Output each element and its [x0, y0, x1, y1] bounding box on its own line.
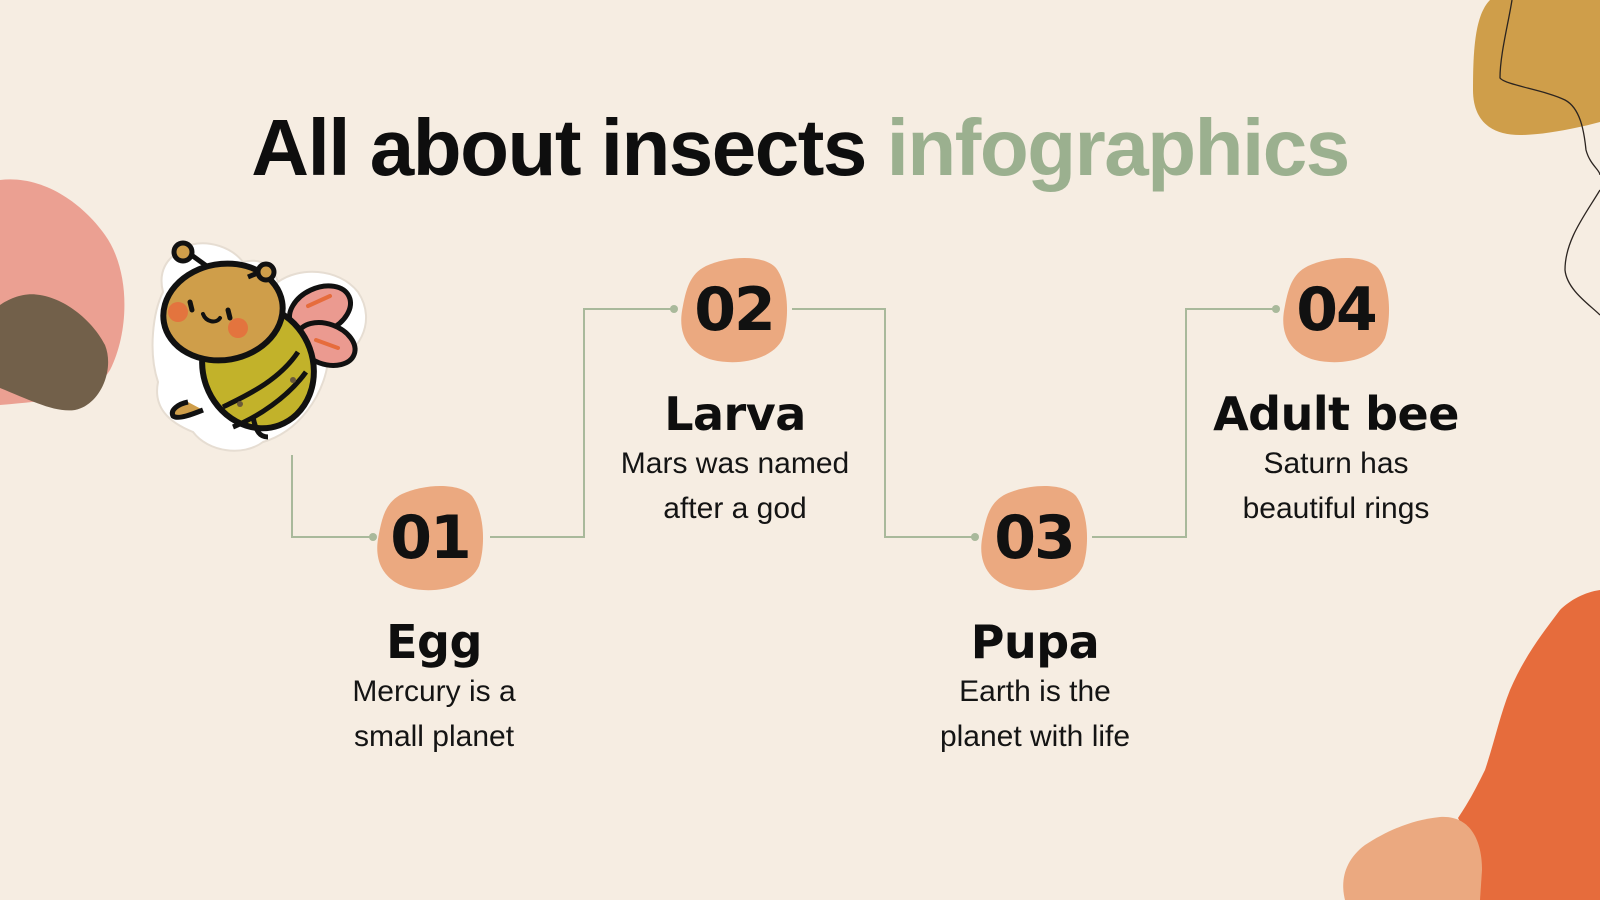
title-main: All about insects [251, 103, 867, 192]
step-pupa: Pupa Earth is the planet with life [885, 615, 1185, 759]
squiggle-line [1499, 0, 1600, 316]
step-title: Egg [386, 615, 482, 669]
step-larva: Larva Mars was named after a god [585, 387, 885, 531]
step-title: Adult bee [1213, 387, 1459, 441]
step-number: 03 [994, 503, 1075, 573]
step-adult-bee: Adult bee Saturn has beautiful rings [1186, 387, 1486, 531]
step-description-line1: Mercury is a [352, 675, 516, 708]
step-description-line2: small planet [353, 720, 515, 753]
step-description-line1: Earth is the [959, 675, 1111, 708]
step-number: 01 [390, 503, 471, 573]
title-accent: infographics [886, 103, 1351, 192]
step-title: Pupa [970, 615, 1100, 669]
orange-blob [1458, 590, 1600, 900]
step-description-line2: beautiful rings [1242, 492, 1430, 525]
bee-sticker-icon [151, 240, 368, 452]
step-number: 02 [694, 275, 775, 345]
step-badge-04: 04 [1280, 256, 1392, 364]
step-badge-02: 02 [678, 256, 790, 364]
step-description-line1: Saturn has [1263, 447, 1409, 480]
step-description-line1: Mars was named [620, 447, 850, 480]
step-description-line2: after a god [663, 492, 807, 525]
brown-blob [0, 294, 109, 411]
step-description-line2: planet with life [939, 720, 1131, 753]
mustard-blob [1473, 0, 1600, 135]
step-egg: Egg Mercury is a small planet [284, 615, 584, 759]
page-title: All about insects infographics [0, 100, 1600, 196]
step-number: 04 [1296, 275, 1377, 345]
peach-blob [1343, 816, 1482, 900]
step-badge-01: 01 [374, 484, 486, 592]
step-badge-03: 03 [978, 484, 1090, 592]
step-title: Larva [664, 387, 806, 441]
